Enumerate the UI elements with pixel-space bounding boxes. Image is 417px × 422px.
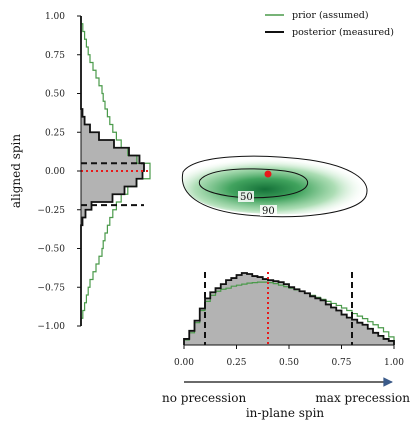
in-plane-spin-posterior-step [183, 272, 395, 345]
contour-90-label-bg [260, 205, 277, 216]
in-plane-spin-panel: 0.00 0.25 0.50 0.75 1.00 no precession max p… [162, 272, 410, 420]
in-plane-spin-tick-label: 0.75 [331, 358, 351, 368]
no-precession-label: no precession [162, 391, 246, 405]
contour-50-label: 50 [240, 192, 253, 203]
in-plane-spin-label: in-plane spin [246, 406, 325, 420]
aligned-spin-tick-label: 0.00 [45, 167, 65, 177]
in-plane-spin-posterior-fill [184, 273, 394, 345]
aligned-spin-histograms [80, 16, 151, 326]
aligned-spin-tick-label: −0.50 [37, 245, 65, 255]
aligned-spin-tick-label: 0.75 [45, 51, 65, 61]
aligned-spin-tick-label: 0.25 [45, 128, 65, 138]
median-point-marker [264, 170, 272, 178]
contour-50-label-bg [238, 191, 254, 202]
aligned-spin-tick-label: −0.25 [37, 206, 65, 216]
contour-50 [198, 168, 309, 199]
contour-90 [181, 155, 368, 218]
aligned-spin-label: aligned spin [9, 134, 23, 209]
density-fill [182, 158, 366, 215]
joint-density-panel: 50 90 [179, 152, 371, 220]
aligned-spin-tick-label: −0.75 [37, 283, 65, 293]
aligned-spin-tick-label: −1.00 [37, 322, 65, 332]
in-plane-spin-ticks: 0.00 0.25 0.50 0.75 1.00 [174, 345, 404, 368]
aligned-spin-panel: 1.00 0.75 0.50 0.25 0.00 −0.25 −0.50 −0.75 −1.00… [9, 12, 151, 332]
contour-90-label: 90 [262, 206, 275, 217]
in-plane-spin-prior-step [183, 281, 395, 345]
aligned-spin-tick-label: 0.50 [45, 90, 65, 100]
max-precession-label: max precession [315, 391, 410, 405]
legend: prior (assumed) posterior (measured) [265, 10, 394, 38]
in-plane-spin-tick-label: 0.00 [174, 358, 194, 368]
in-plane-spin-tick-label: 0.50 [279, 358, 299, 368]
aligned-spin-prior-step [80, 16, 151, 326]
aligned-spin-ticks: 1.00 0.75 0.50 0.25 0.00 −0.25 −0.50 −0.75 −1.00 [37, 12, 81, 332]
in-plane-spin-tick-label: 0.25 [226, 358, 246, 368]
legend-prior-label: prior (assumed) [292, 10, 369, 21]
legend-posterior-label: posterior (measured) [292, 27, 394, 38]
in-plane-spin-tick-label: 1.00 [384, 358, 404, 368]
aligned-spin-tick-label: 1.00 [45, 12, 65, 22]
in-plane-spin-histograms [183, 272, 395, 345]
